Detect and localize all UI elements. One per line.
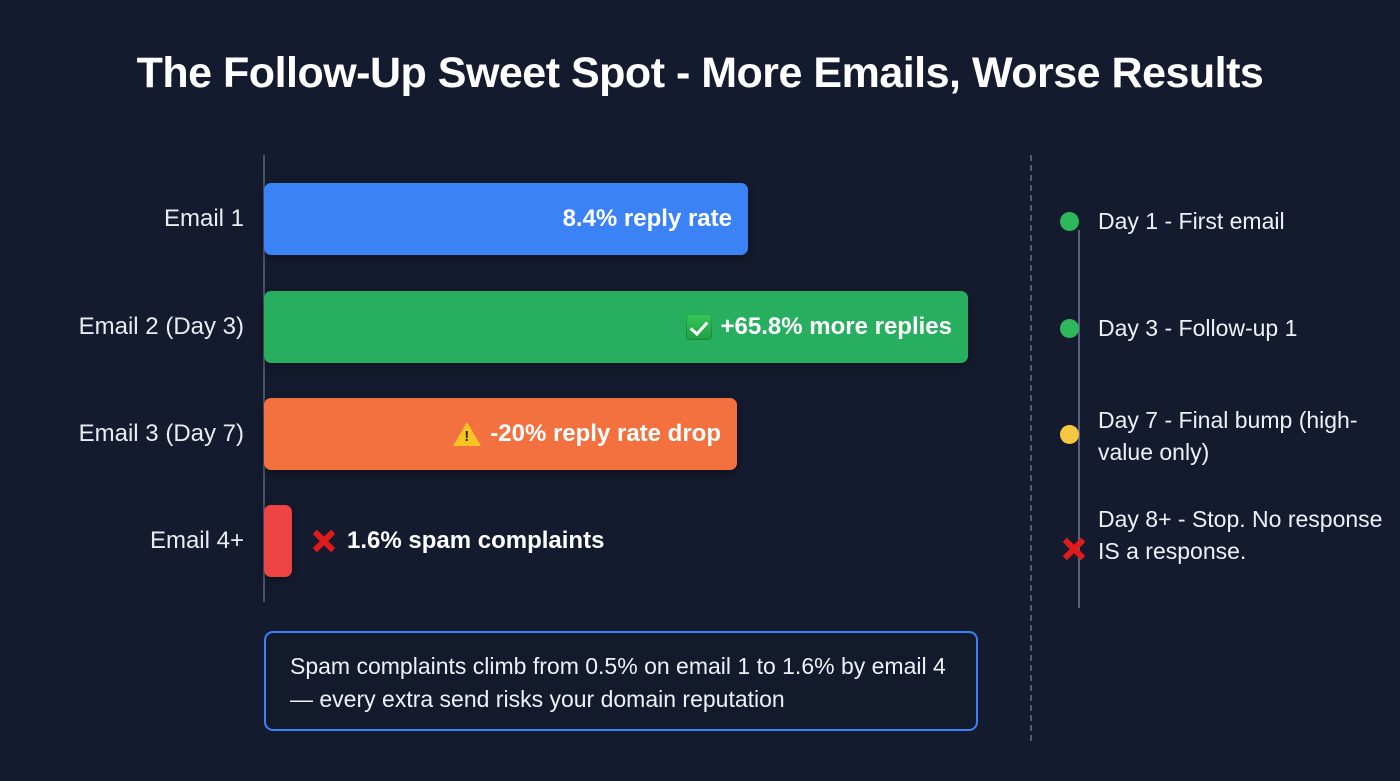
bar-email-3[interactable]: -20% reply rate drop (264, 398, 737, 470)
bar-value-email-1: 8.4% reply rate (563, 205, 732, 233)
list-item[interactable]: Day 8+ - Stop. No response IS a response… (1060, 502, 1400, 569)
table-row: Email 2 (Day 3) +65.8% more replies (0, 291, 1010, 363)
timeline-marker-day-7 (1060, 403, 1098, 459)
bar-label-email-4: Email 4+ (149, 527, 244, 554)
bar-value-text-email-4: 1.6% spam complaints (347, 527, 605, 554)
list-item[interactable]: Day 1 - First email (1060, 204, 1400, 238)
check-mark-icon (685, 314, 712, 340)
table-row: Email 4+ 1.6% spam complaints (0, 505, 1010, 577)
timeline-label-day-7: Day 7 - Final bump (high-value only) (1098, 407, 1358, 465)
section-divider (1030, 155, 1032, 741)
bar-value-email-2: +65.8% more replies (685, 313, 952, 341)
bar-value-text-email-2: +65.8% more replies (720, 313, 952, 340)
timeline-label-day-1: Day 1 - First email (1098, 208, 1285, 234)
bar-label-email-2: Email 2 (Day 3) (78, 313, 244, 340)
bar-value-email-3: -20% reply rate drop (453, 420, 721, 448)
list-item[interactable]: Day 3 - Follow-up 1 (1060, 311, 1400, 345)
timeline-marker-day-8 (1060, 502, 1098, 569)
timeline-connector-line (1078, 230, 1080, 608)
table-row: Email 1 8.4% reply rate (0, 183, 1010, 255)
bar-value-text-email-1: 8.4% reply rate (562, 205, 732, 232)
bar-email-2[interactable]: +65.8% more replies (264, 291, 968, 363)
cross-mark-icon (310, 527, 338, 555)
bar-email-1[interactable]: 8.4% reply rate (264, 183, 748, 255)
page-title: The Follow-Up Sweet Spot - More Emails, … (136, 49, 1264, 97)
green-dot-icon (1060, 211, 1079, 231)
timeline-legend: Day 1 - First email Day 3 - Follow-up 1 … (1060, 150, 1400, 650)
bar-email-4[interactable] (264, 505, 292, 577)
timeline-marker-day-1 (1060, 204, 1098, 238)
table-row: Email 3 (Day 7) -20% reply rate drop (0, 398, 1010, 470)
bar-label-email-3: Email 3 (Day 7) (78, 420, 244, 447)
timeline-label-day-3: Day 3 - Follow-up 1 (1098, 315, 1298, 341)
cross-mark-icon (1060, 535, 1088, 563)
timeline-label-day-8: Day 8+ - Stop. No response IS a response… (1098, 506, 1383, 564)
list-item[interactable]: Day 7 - Final bump (high-value only) (1060, 403, 1400, 468)
green-dot-icon (1060, 318, 1079, 338)
chart-axis-line (263, 155, 265, 602)
timeline-marker-day-3 (1060, 311, 1098, 345)
bar-chart: Email 1 8.4% reply rate Email 2 (Day 3) … (0, 0, 1010, 781)
bar-label-email-1: Email 1 (163, 205, 244, 232)
callout-box: Spam complaints climb from 0.5% on email… (264, 631, 978, 731)
yellow-dot-icon (1060, 425, 1079, 444)
bar-value-text-email-3: -20% reply rate drop (490, 420, 721, 447)
warning-triangle-icon (453, 421, 482, 446)
bar-value-email-4: 1.6% spam complaints (310, 505, 604, 577)
